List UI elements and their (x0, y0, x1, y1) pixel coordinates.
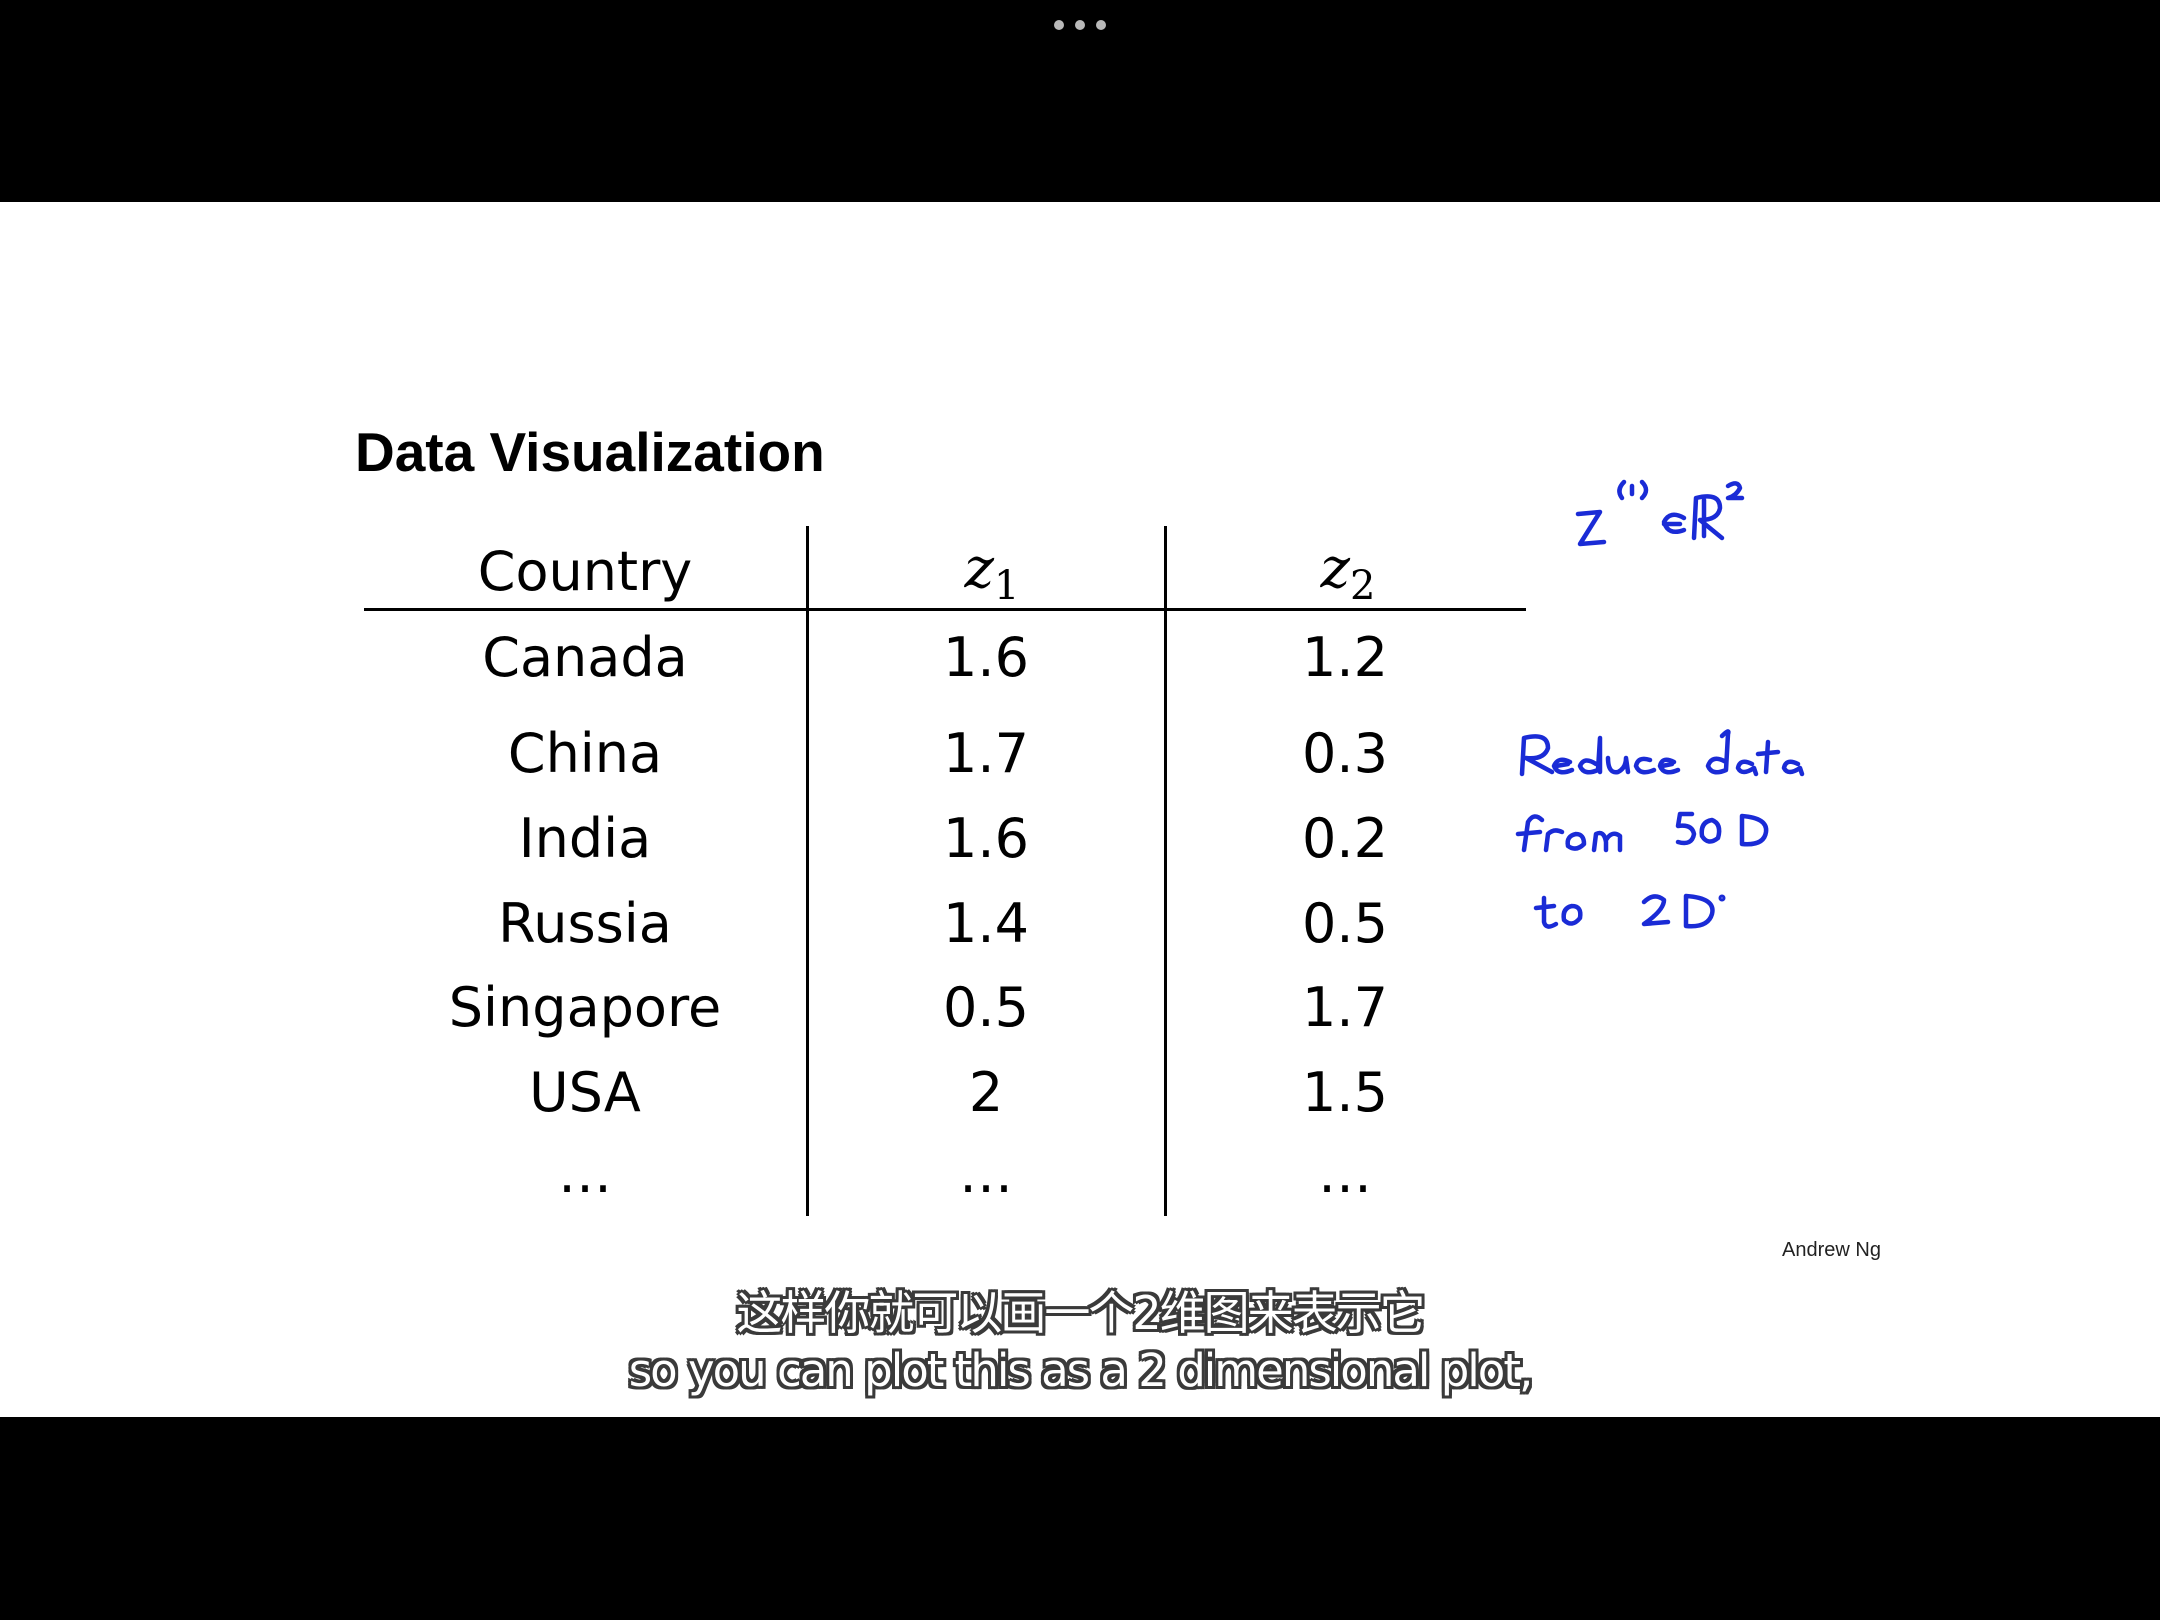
header-country: Country (477, 540, 693, 603)
column-divider-1 (806, 526, 809, 1216)
cell-country-6: … (558, 1142, 612, 1205)
header-divider (364, 608, 1526, 611)
cell-z1-5: 2 (968, 1061, 1004, 1124)
subtitle-chinese: 这样你就可以画一个2维图来表示它 (736, 1286, 1425, 1340)
cell-z1-0: 1.6 (943, 626, 1029, 689)
cell-country-5: USA (529, 1061, 641, 1124)
slide-title: Data Visualization (355, 421, 825, 483)
slide-credit: Andrew Ng (1782, 1239, 1881, 1261)
cell-z1-1: 1.7 (943, 722, 1029, 785)
header-z2: z2 (1320, 536, 1376, 609)
subtitle-english: so you can plot this as a 2 dimensional … (628, 1344, 1534, 1397)
lecture-slide: Data Visualization Country z1 z2 Canada … (0, 202, 2160, 1417)
cell-z1-4: 0.5 (943, 976, 1029, 1039)
cell-z1-6: … (959, 1142, 1013, 1205)
cell-z1-2: 1.6 (943, 807, 1029, 870)
cell-z2-5: 1.5 (1302, 1061, 1388, 1124)
data-table: Country z1 z2 Canada 1.6 1.2 China 1.7 0… (0, 202, 2160, 1417)
cell-z2-1: 0.3 (1302, 722, 1388, 785)
cell-z2-0: 1.2 (1302, 626, 1388, 689)
cell-country-0: Canada (482, 626, 688, 689)
cell-country-4: Singapore (448, 976, 722, 1039)
cell-country-2: India (518, 807, 652, 870)
cell-country-1: China (507, 722, 663, 785)
header-z1: z1 (964, 536, 1020, 609)
cell-z2-2: 0.2 (1302, 807, 1388, 870)
cell-z2-6: … (1318, 1142, 1372, 1205)
cell-z1-3: 1.4 (943, 892, 1029, 955)
cell-z2-3: 0.5 (1302, 892, 1388, 955)
column-divider-2 (1164, 526, 1167, 1216)
top-bar (0, 0, 2160, 202)
subtitles: 这样你就可以画一个2维图来表示它 so you can plot this as… (0, 1284, 2160, 1400)
cell-z2-4: 1.7 (1302, 976, 1388, 1039)
more-options-icon[interactable] (1054, 16, 1106, 34)
cell-country-3: Russia (498, 892, 672, 955)
bottom-bar (0, 1417, 2160, 1620)
